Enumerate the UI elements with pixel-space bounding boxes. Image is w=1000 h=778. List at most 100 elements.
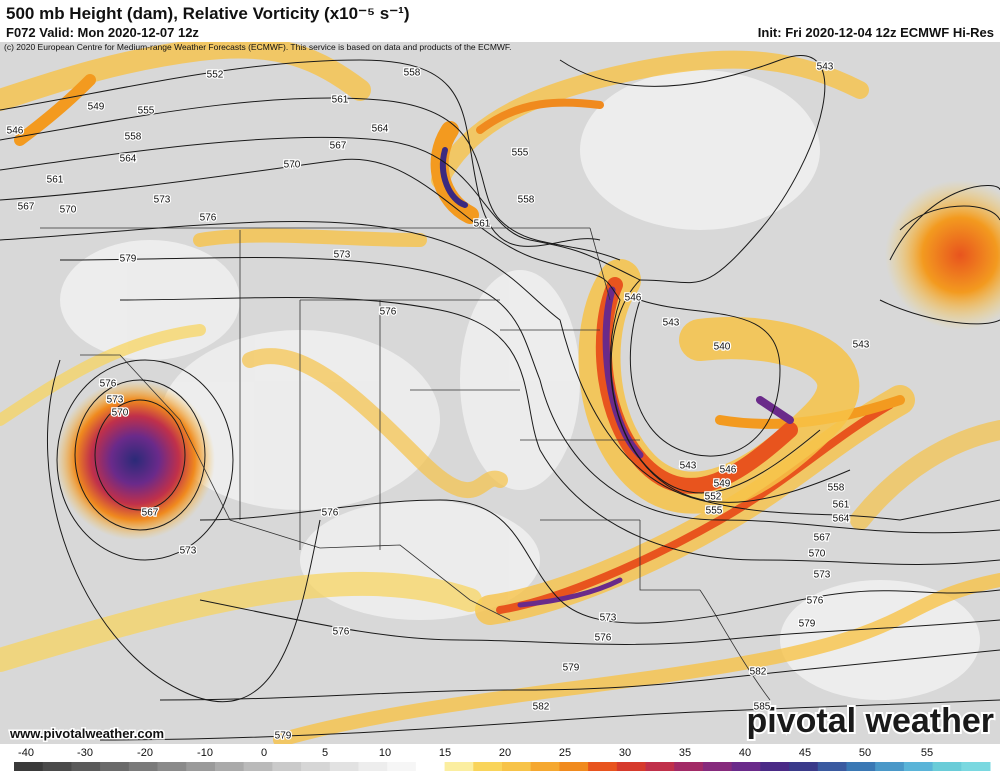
colorbar-swatch [71, 762, 101, 771]
contour-label: 573 [334, 250, 351, 261]
colorbar-swatch [358, 762, 388, 771]
colorbar-swatch [731, 762, 761, 771]
contour-label: 573 [154, 195, 171, 206]
atlantic-low-vorticity [885, 180, 1000, 330]
colorbar-swatch [903, 762, 934, 771]
colorbar-label: 10 [379, 747, 391, 759]
contour-label: 576 [322, 508, 339, 519]
contour-label: 573 [107, 395, 124, 406]
contour-label: 570 [809, 549, 826, 560]
colorbar-swatch [42, 762, 72, 771]
contour-label: 567 [814, 533, 831, 544]
colorbar-swatch [846, 762, 876, 771]
colorbar-swatch [559, 762, 589, 771]
contour-label: 576 [100, 379, 117, 390]
colorbar-swatch [473, 762, 503, 771]
contour-label: 579 [563, 663, 580, 674]
contour-label: 552 [207, 70, 224, 81]
colorbar-swatch [387, 762, 417, 771]
colorbar-swatch [702, 762, 733, 771]
contour-label: 567 [142, 508, 159, 519]
contour-label: 546 [625, 293, 642, 304]
colorbar: -40 -30 -20 -10 0 5 10 15 20 25 30 35 40 45 50 55 [0, 744, 1000, 773]
colorbar-label: 20 [499, 747, 511, 759]
colorbar-swatch [932, 762, 962, 771]
colorbar-label: -10 [197, 747, 213, 759]
contour-label: 579 [120, 254, 137, 265]
colorbar-label: 45 [799, 747, 811, 759]
contour-label: 579 [275, 731, 292, 742]
vorticity-field [0, 36, 1000, 747]
colorbar-label: 0 [261, 747, 267, 759]
colorbar-label: -30 [77, 747, 93, 759]
contour-label: 564 [372, 124, 389, 135]
contour-label: 552 [705, 492, 722, 503]
colorbar-label: 40 [739, 747, 751, 759]
contour-label: 564 [833, 514, 850, 525]
contour-label: 546 [7, 126, 24, 137]
contour-label: 570 [284, 160, 301, 171]
colorbar-label: 25 [559, 747, 571, 759]
map-title: 500 mb Height (dam), Relative Vorticity … [6, 4, 410, 23]
contour-label: 564 [120, 154, 137, 165]
contour-label: 555 [512, 148, 529, 159]
colorbar-swatch [789, 762, 819, 771]
colorbar-label: 55 [921, 747, 933, 759]
contour-label: 573 [180, 546, 197, 557]
colorbar-label: 15 [439, 747, 451, 759]
colorbar-label: 50 [859, 747, 871, 759]
contour-label: 543 [663, 318, 680, 329]
contour-label: 576 [807, 596, 824, 607]
colorbar-swatch [674, 762, 704, 771]
colorbar-swatch [415, 762, 446, 771]
contour-label: 561 [47, 175, 64, 186]
contour-label: 558 [828, 483, 845, 494]
colorbar-swatch [243, 762, 273, 771]
contour-label: 582 [533, 702, 550, 713]
contour-label: 558 [518, 195, 535, 206]
contour-label: 576 [595, 633, 612, 644]
colorbar-label: -20 [137, 747, 153, 759]
valid-time: F072 Valid: Mon 2020-12-07 12z [6, 25, 199, 40]
cutoff-low-vorticity [55, 380, 215, 540]
colorbar-swatch [530, 762, 560, 771]
colorbar-swatch [214, 762, 245, 771]
colorbar-swatch [645, 762, 675, 771]
height-contours [0, 55, 1000, 741]
contour-label: 561 [332, 95, 349, 106]
colorbar-swatch [616, 762, 647, 771]
contour-label: 555 [706, 506, 723, 517]
header-background [0, 0, 1000, 42]
contour-label: 540 [714, 342, 731, 353]
contour-label: 549 [88, 102, 105, 113]
website: www.pivotalweather.com [9, 726, 164, 741]
init-time: Init: Fri 2020-12-04 12z ECMWF Hi-Res [758, 25, 994, 40]
colorbar-swatch [301, 762, 331, 771]
colorbar-swatch [272, 762, 302, 771]
contour-label: 558 [125, 132, 142, 143]
logo: pivotal weather [746, 702, 994, 740]
colorbar-swatch [961, 762, 991, 771]
contour-label: 561 [833, 500, 850, 511]
colorbar-swatch [588, 762, 618, 771]
contour-label: 567 [330, 141, 347, 152]
colorbar-label: 30 [619, 747, 631, 759]
contour-label: 573 [814, 570, 831, 581]
contour-label: 558 [404, 68, 421, 79]
borders [40, 227, 771, 701]
colorbar-label: -40 [18, 747, 34, 759]
contour-label: 543 [817, 62, 834, 73]
contour-label: 576 [200, 213, 217, 224]
colorbar-swatch [157, 762, 187, 771]
contour-label: 555 [138, 106, 155, 117]
colorbar-swatch [502, 762, 532, 771]
contour-label: 543 [680, 461, 697, 472]
contour-label: 570 [112, 408, 129, 419]
colorbar-swatch [444, 762, 474, 771]
contour-label: 546 [720, 465, 737, 476]
contour-label: 582 [750, 667, 767, 678]
contour-label: 579 [799, 619, 816, 630]
contour-label: 576 [333, 627, 350, 638]
contour-label: 576 [380, 307, 397, 318]
